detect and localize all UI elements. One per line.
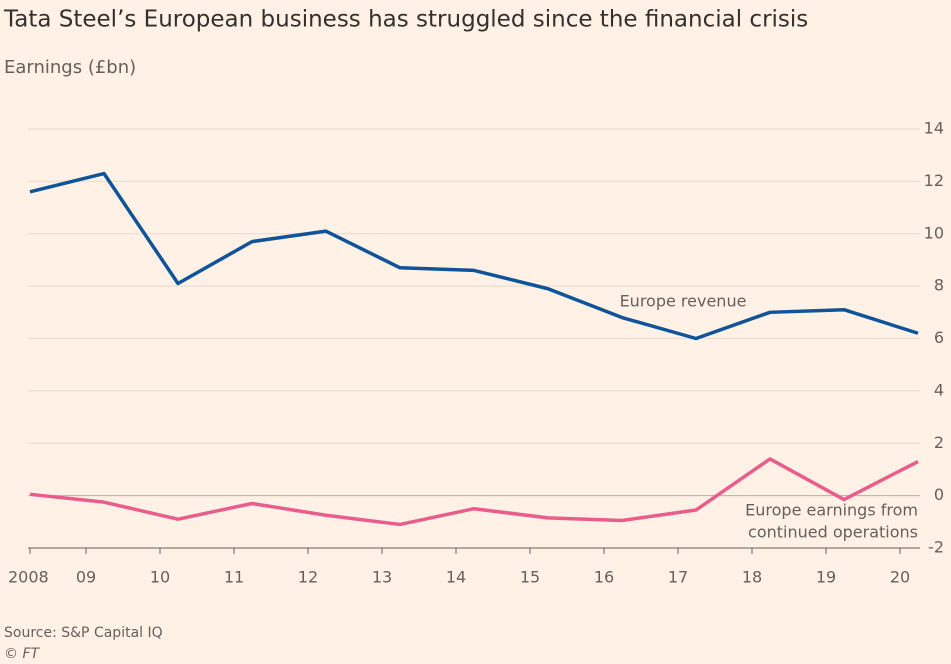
chart-subtitle: Earnings (£bn) — [4, 57, 136, 78]
x-tick-label: 17 — [668, 568, 688, 587]
y-tick-label: 14 — [924, 119, 944, 138]
x-tick-label: 18 — [742, 568, 762, 587]
x-tick-label: 09 — [76, 568, 96, 587]
y-tick-label: 4 — [934, 380, 944, 399]
series-label: continued operations — [748, 523, 918, 542]
x-tick-label: 11 — [224, 568, 244, 587]
y-tick-label: 10 — [924, 223, 944, 242]
x-tick-label: 20 — [890, 568, 910, 587]
series-label: Europe earnings from — [745, 501, 918, 520]
x-tick-label: 15 — [520, 568, 540, 587]
credit: © FT — [4, 646, 41, 662]
y-tick-label: 12 — [924, 171, 944, 190]
x-tick-label: 19 — [816, 568, 836, 587]
y-tick-label: -2 — [928, 538, 944, 557]
x-tick-label: 13 — [372, 568, 392, 587]
y-tick-label: 8 — [934, 276, 944, 295]
y-tick-label: 2 — [934, 433, 944, 452]
series-line — [29, 457, 919, 527]
series-line — [29, 171, 919, 341]
x-tick-label: 14 — [446, 568, 466, 587]
x-tick-label: 12 — [298, 568, 318, 587]
y-tick-label: 6 — [934, 328, 944, 347]
source: Source: S&P Capital IQ — [4, 625, 163, 641]
x-tick-label: 2008 — [8, 568, 49, 587]
y-tick-label: 0 — [934, 485, 944, 504]
x-tick-label: 10 — [150, 568, 170, 587]
series-label: Europe revenue — [620, 292, 747, 311]
x-tick-label: 16 — [594, 568, 614, 587]
chart-title: Tata Steel’s European business has strug… — [3, 7, 808, 33]
